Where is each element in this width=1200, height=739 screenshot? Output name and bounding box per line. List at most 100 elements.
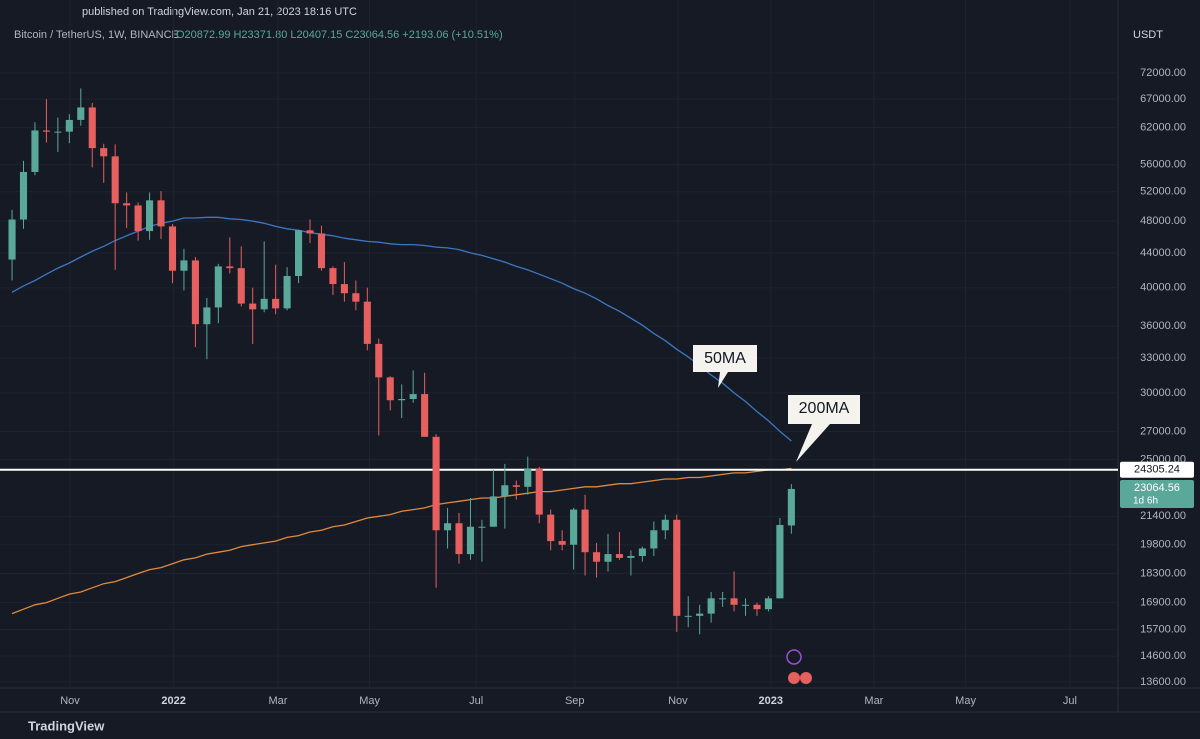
footer-brand: TradingView xyxy=(28,718,105,733)
y-tick-label: 72000.00 xyxy=(1140,67,1186,79)
candle-body xyxy=(123,203,131,206)
candle-body xyxy=(558,541,566,545)
event-icon xyxy=(786,649,802,665)
candle-body xyxy=(673,519,681,616)
candle-body xyxy=(19,171,28,220)
candle-body xyxy=(432,436,440,531)
candle-body xyxy=(787,488,795,526)
countdown-label: 1d 6h xyxy=(1133,496,1158,507)
candle-body xyxy=(65,119,73,132)
candle-body xyxy=(88,107,96,149)
candle-body xyxy=(684,615,692,617)
y-tick-label: 67000.00 xyxy=(1140,93,1186,105)
candle-body xyxy=(489,496,497,527)
candle-body xyxy=(54,131,62,133)
candle-body xyxy=(696,613,704,616)
y-tick-label: 30000.00 xyxy=(1140,387,1186,399)
candle-body xyxy=(753,604,761,610)
y-tick-label: 14600.00 xyxy=(1140,650,1186,662)
x-tick-label: May xyxy=(955,695,976,707)
candle-body xyxy=(524,468,532,487)
candle-body xyxy=(776,524,784,599)
event-icon xyxy=(788,672,800,684)
x-tick-label: Mar xyxy=(864,695,883,707)
candle-body xyxy=(191,260,199,325)
candle-body xyxy=(443,523,452,531)
y-tick-label: 33000.00 xyxy=(1140,352,1186,364)
candle-body xyxy=(363,301,371,344)
candle-body xyxy=(638,548,646,556)
candle-body xyxy=(317,233,326,269)
candle-body xyxy=(592,552,601,562)
annotation: 50MA xyxy=(704,350,746,367)
y-tick-label: 13600.00 xyxy=(1140,676,1186,688)
y-tick-label: 36000.00 xyxy=(1140,320,1186,332)
candle-body xyxy=(295,230,303,277)
annotation: 200MA xyxy=(799,400,850,417)
candle-body xyxy=(455,523,463,555)
candle-body xyxy=(386,377,394,401)
x-tick-label: Mar xyxy=(268,695,287,707)
y-tick-label: 21400.00 xyxy=(1140,510,1186,522)
ma-line xyxy=(11,216,792,442)
candle-body xyxy=(547,514,555,542)
candle-body xyxy=(615,554,624,558)
candle-body xyxy=(730,598,738,605)
y-tick-label: 40000.00 xyxy=(1140,282,1186,294)
candle-body xyxy=(260,298,268,310)
candle-body xyxy=(340,284,348,294)
x-tick-label: Jul xyxy=(1063,695,1077,707)
candle-body xyxy=(764,598,772,610)
event-icons xyxy=(786,649,812,684)
callout-box xyxy=(693,345,757,388)
candle-body xyxy=(77,107,85,120)
candle-body xyxy=(627,555,635,558)
x-tick-label: Nov xyxy=(668,695,688,707)
candle-body xyxy=(203,307,211,325)
candle-body xyxy=(421,394,429,437)
y-tick-label: 19800.00 xyxy=(1140,539,1186,551)
candle-body xyxy=(398,399,406,401)
candle-body xyxy=(512,485,520,487)
ohlc-legend: O20872.99 H23371.80 L20407.15 C23064.56 … xyxy=(176,29,503,41)
candle-body xyxy=(478,526,486,528)
x-tick-label: May xyxy=(359,695,380,707)
candle-body xyxy=(111,156,119,204)
candle-body xyxy=(329,268,337,285)
callout-box xyxy=(788,395,860,462)
y-tick-label: 15700.00 xyxy=(1140,623,1186,635)
candle-body xyxy=(146,200,154,232)
published-note: published on TradingView.com, Jan 21, 20… xyxy=(82,6,357,18)
last-price-label: 23064.56 xyxy=(1134,482,1180,494)
candle-body xyxy=(226,266,234,269)
candle-body xyxy=(661,519,669,531)
candle-body xyxy=(214,266,222,308)
candle-body xyxy=(581,509,589,553)
y-tick-label: 18300.00 xyxy=(1140,567,1186,579)
callout-200ma: 200MA xyxy=(788,395,860,462)
y-tick-label: 48000.00 xyxy=(1140,215,1186,227)
candle-body xyxy=(31,130,39,172)
candle-body xyxy=(168,226,177,271)
candle-body xyxy=(8,219,16,260)
hline-label-box xyxy=(1120,461,1194,478)
candle-body xyxy=(466,526,475,555)
y-tick-label: 44000.00 xyxy=(1140,247,1186,259)
candle-body xyxy=(409,394,417,400)
candle-body xyxy=(272,298,280,309)
candle-body xyxy=(134,205,142,232)
y-axis-label: USDT xyxy=(1133,29,1163,41)
symbol-title: Bitcoin / TetherUS, 1W, BINANCE xyxy=(14,29,179,41)
candle-body xyxy=(501,485,509,497)
y-tick-label: 56000.00 xyxy=(1140,159,1186,171)
last-price-box xyxy=(1120,479,1194,508)
candle-body xyxy=(604,554,612,562)
candle-body xyxy=(707,598,715,614)
candle-body xyxy=(42,130,50,132)
candle-body xyxy=(100,148,108,157)
candle-body xyxy=(283,276,291,309)
x-tick-label: 2022 xyxy=(161,695,185,707)
